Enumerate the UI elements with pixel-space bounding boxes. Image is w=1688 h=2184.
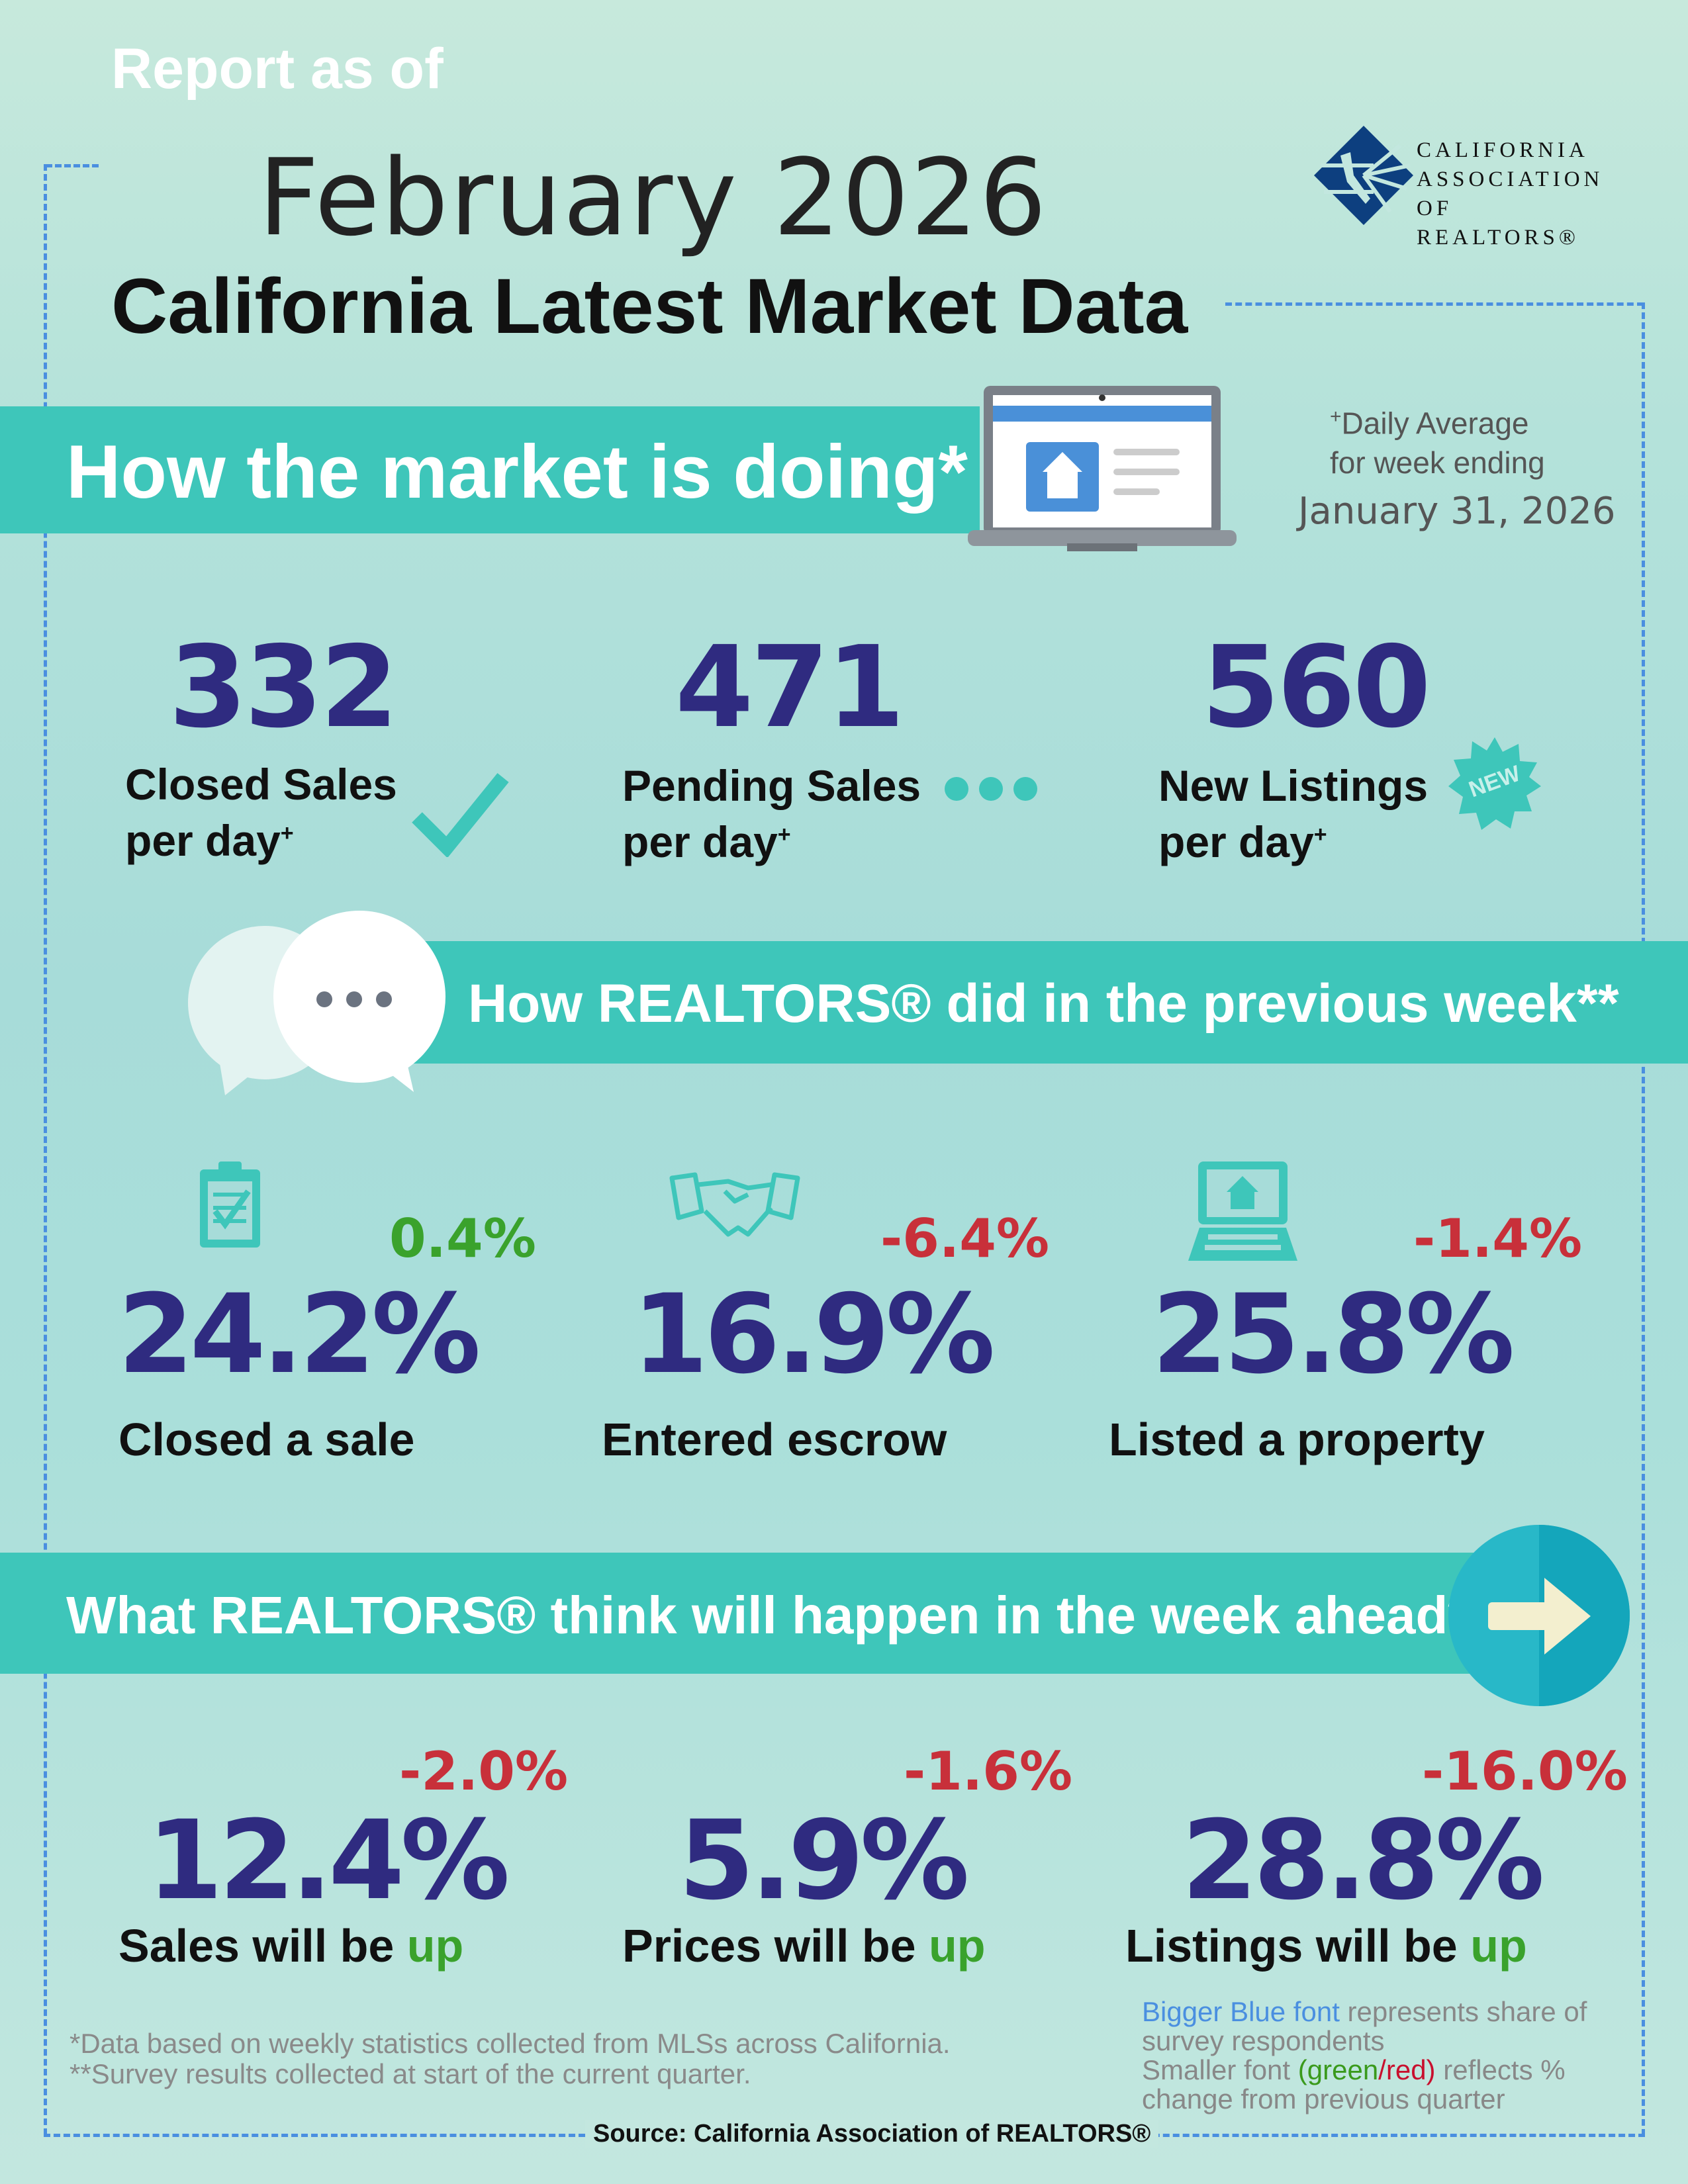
entered-escrow-change: -6.4%: [880, 1208, 1050, 1269]
report-month: February 2026: [258, 136, 1049, 259]
clipboard-icon: [200, 1161, 260, 1248]
car-logo: CALIFORNIA ASSOCIATION OF REALTORS®: [1314, 113, 1612, 250]
pending-sales-value: 471: [675, 622, 905, 753]
market-banner-title: How the market is doing*: [66, 430, 968, 514]
listings-change: -16.0%: [1422, 1741, 1628, 1802]
dots-icon: [945, 777, 1037, 801]
legend: Bigger Blue font represents share of sur…: [1142, 1996, 1587, 2115]
frame-right: [1642, 302, 1645, 2136]
frame-left: [44, 164, 47, 2135]
week-ending-date: January 31, 2026: [1298, 490, 1616, 533]
logo-text: CALIFORNIA ASSOCIATION OF REALTORS®: [1417, 138, 1604, 250]
new-listings-value: 560: [1201, 622, 1431, 753]
entered-escrow-label: Entered escrow: [602, 1414, 947, 1465]
closed-sales-value: 332: [169, 622, 399, 753]
closed-sale-change: 0.4%: [389, 1208, 536, 1269]
footnotes: *Data based on weekly statistics collect…: [70, 2028, 951, 2089]
arrow-right-icon[interactable]: [1448, 1525, 1630, 1706]
previous-week-banner-title: How REALTORS® did in the previous week**: [468, 974, 1619, 1034]
car-logo-mark-icon: [1314, 126, 1413, 225]
entered-escrow-value: 16.9%: [632, 1271, 995, 1398]
week-ahead-banner: [0, 1553, 1542, 1674]
sales-label: Sales will be up: [118, 1920, 464, 1972]
prices-change: -1.6%: [904, 1741, 1073, 1802]
source-credit: Source: California Association of REALTO…: [585, 2120, 1159, 2148]
listed-property-value: 25.8%: [1152, 1271, 1515, 1398]
previous-week-banner: [404, 941, 1688, 1064]
listings-value: 28.8%: [1182, 1797, 1544, 1924]
prices-label: Prices will be up: [622, 1920, 986, 1972]
closed-sales-label: Closed Sales per day+: [125, 760, 397, 865]
listed-property-change: -1.4%: [1413, 1208, 1583, 1269]
handshake-icon: [669, 1172, 800, 1237]
week-ahead-banner-title: What REALTORS® think will happen in the …: [66, 1586, 1489, 1645]
sales-change: -2.0%: [399, 1741, 569, 1802]
pending-sales-label: Pending Sales per day+: [622, 761, 921, 866]
sales-value: 12.4%: [147, 1797, 510, 1924]
page-title: California Latest Market Data: [111, 263, 1188, 350]
report-as-of: Report as of: [111, 37, 444, 101]
daily-average-note: +Daily Average for week ending: [1330, 406, 1545, 480]
listed-property-label: Listed a property: [1109, 1414, 1485, 1465]
listings-label: Listings will be up: [1125, 1920, 1527, 1972]
frame-top-right: [1225, 302, 1644, 306]
closed-sale-value: 24.2%: [118, 1271, 481, 1398]
checkmark-icon: [412, 773, 509, 857]
laptop-house-small-icon: [1188, 1161, 1297, 1261]
new-listings-label: New Listings per day+: [1158, 761, 1429, 866]
market-banner: [0, 406, 980, 533]
new-badge-icon: NEW: [1448, 737, 1541, 830]
closed-sale-label: Closed a sale: [118, 1414, 415, 1465]
frame-top-left: [46, 164, 99, 167]
prices-value: 5.9%: [679, 1797, 970, 1924]
speech-bubbles-icon: [188, 911, 445, 1095]
laptop-house-icon: [968, 386, 1237, 551]
